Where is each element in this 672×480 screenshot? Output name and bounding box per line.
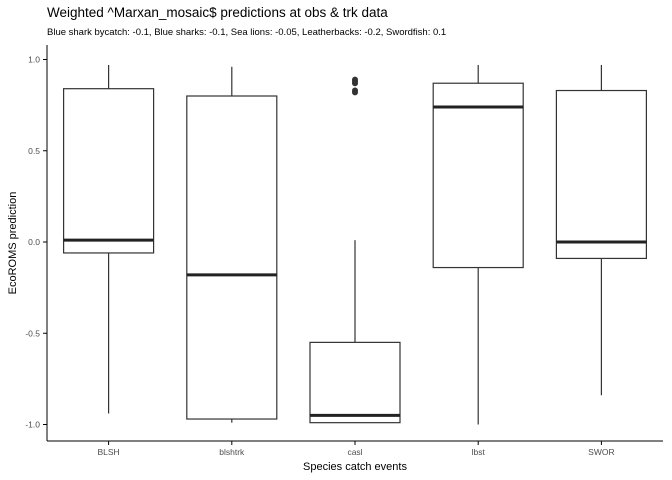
y-tick-label: 0.5 <box>28 146 40 156</box>
x-tick-label: BLSH <box>97 447 119 457</box>
x-tick-label: lbst <box>472 447 486 457</box>
y-axis-title: EcoROMS prediction <box>7 192 19 295</box>
box-swor <box>555 89 648 260</box>
box-lbst <box>432 82 524 269</box>
box-blsh <box>62 88 155 254</box>
y-tick-label: -0.5 <box>25 328 40 338</box>
y-tick-label: 0.0 <box>28 237 40 247</box>
y-tick-label: -1.0 <box>25 420 40 430</box>
chart-title: Weighted ^Marxan_mosaic$ predictions at … <box>47 5 388 20</box>
x-axis-title: Species catch events <box>303 461 407 473</box>
x-tick-label: casl <box>347 447 362 457</box>
box-blshtrk <box>186 95 278 420</box>
outlier-casl-1 <box>352 87 358 94</box>
box-casl <box>309 341 401 424</box>
chart-subtitle: Blue shark bycatch: -0.1, Blue sharks: -… <box>47 27 447 38</box>
x-tick-label: blshtrk <box>219 447 245 457</box>
outlier-casl-4 <box>352 76 358 83</box>
x-tick-label: SWOR <box>588 447 614 457</box>
y-tick-label: 1.0 <box>28 55 40 65</box>
